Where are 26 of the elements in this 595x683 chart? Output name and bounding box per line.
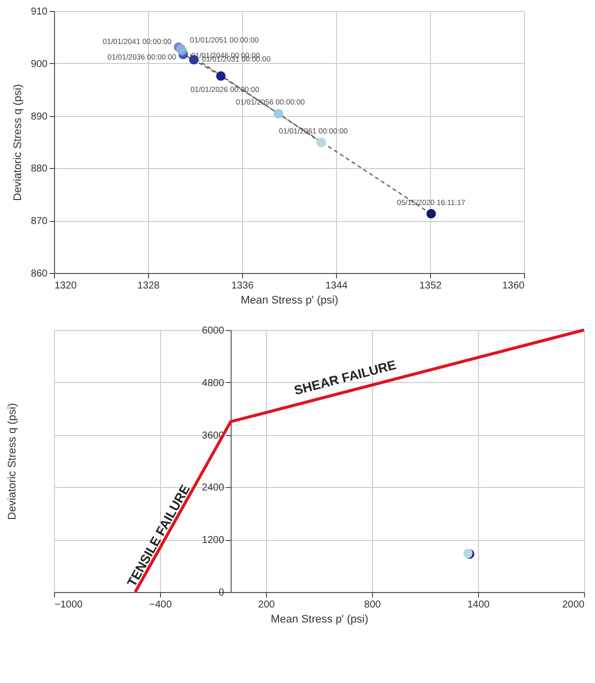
x-tick-label: 1320 — [54, 280, 78, 292]
y-axis-title: Deviatoric Stress q (psi) — [6, 403, 18, 520]
x-tick-label: 200 — [258, 600, 276, 610]
x-tick-label: 800 — [364, 600, 382, 610]
y-tick-label: 900 — [30, 58, 48, 70]
x-tick-label: 1360 — [502, 280, 525, 292]
y-tick-label: 910 — [30, 6, 48, 18]
y-axis-title: Deviatoric Stress q (psi) — [12, 84, 24, 201]
x-axis-title: Mean Stress p' (psi) — [240, 294, 338, 306]
x-tick-label: 1400 — [467, 600, 490, 610]
y-tick-label: 2400 — [202, 482, 225, 494]
x-tick-label: −400 — [149, 600, 172, 610]
x-tick-label: −1000 — [54, 600, 84, 610]
y-tick-label: 1200 — [202, 535, 225, 546]
x-tick-label: 2000 — [562, 600, 585, 610]
y-tick-label: 880 — [30, 164, 48, 175]
x-tick-label: 1344 — [325, 280, 348, 292]
y-tick-label: 870 — [30, 216, 48, 228]
x-tick-label: 1328 — [137, 280, 160, 292]
x-axis-title: Mean Stress p' (psi) — [270, 614, 368, 626]
y-tick-label: 4800 — [202, 378, 225, 389]
x-tick-label: 1336 — [231, 280, 254, 292]
y-tick-label: 860 — [30, 268, 48, 280]
y-tick-label: 6000 — [202, 326, 225, 336]
y-tick-label: 890 — [30, 111, 48, 122]
x-tick-label: 1352 — [419, 280, 442, 292]
